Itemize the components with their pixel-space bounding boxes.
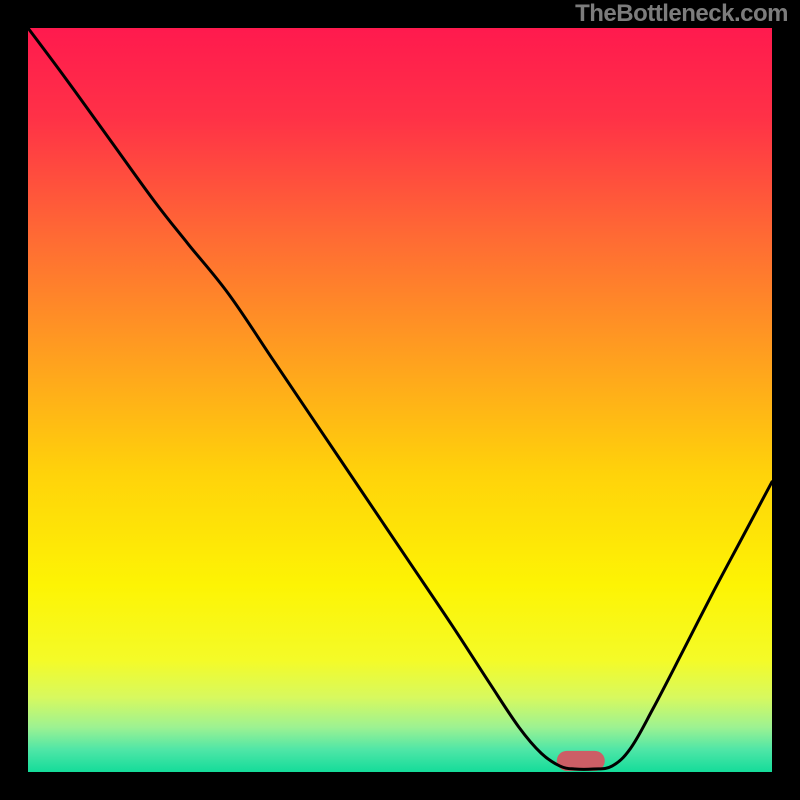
bottleneck-chart-svg [0,0,800,800]
chart-container: TheBottleneck.com [0,0,800,800]
plot-background [28,28,772,772]
watermark-text: TheBottleneck.com [575,0,788,28]
